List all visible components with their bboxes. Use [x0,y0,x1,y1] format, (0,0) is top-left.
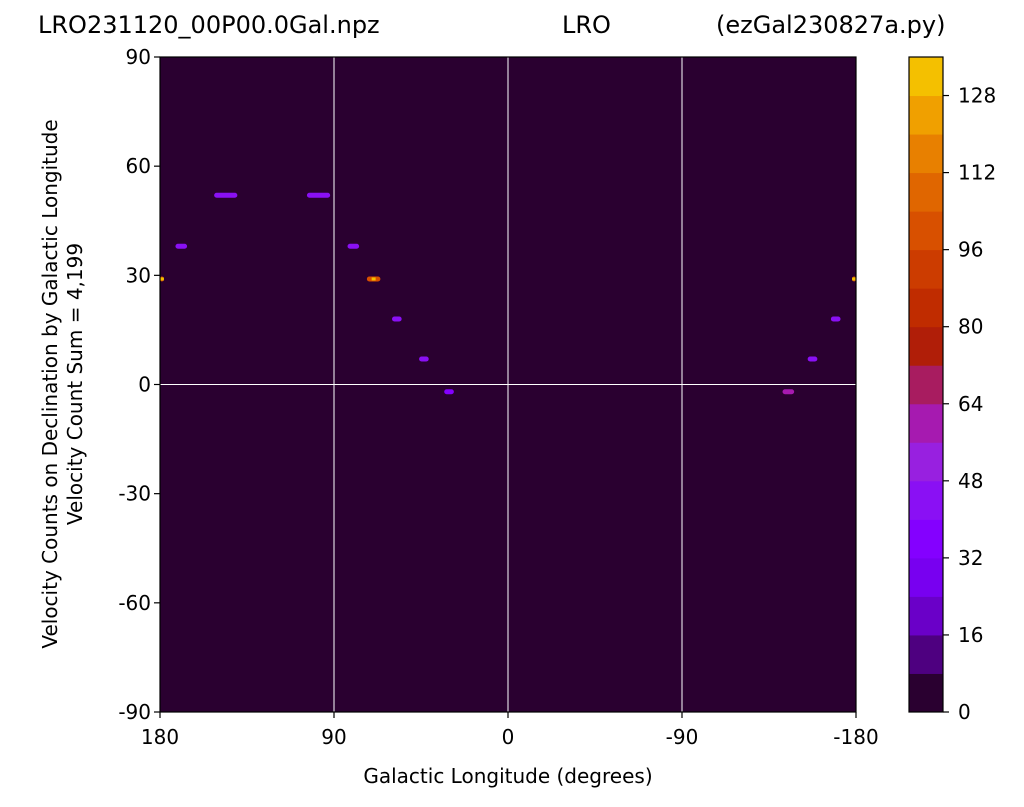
colorbar-level [909,211,943,251]
x-tick-label: -90 [666,725,699,749]
heat-segment [444,389,454,395]
y-axis-label-line2: Velocity Count Sum = 4,199 [63,243,87,525]
colorbar-tick-label: 0 [958,700,971,724]
title-left: LRO231120_00P00.0Gal.npz [38,11,380,39]
y-tick-label: 0 [138,373,151,397]
colorbar-level [909,172,943,212]
colorbar-level [909,519,943,559]
colorbar-tick-label: 96 [958,238,983,262]
x-tick-label: -180 [833,725,878,749]
heat-segment [175,243,188,249]
y-tick-label: 60 [126,154,151,178]
x-tick-label: 180 [141,725,179,749]
heat-segment-core [159,277,164,281]
colorbar-level [909,249,943,289]
colorbar-tick-label: 64 [958,392,983,416]
heat-segment-core [852,277,857,281]
heat-segment [419,356,429,362]
x-tick-label: 0 [502,725,515,749]
colorbar-tick-label: 128 [958,84,996,108]
colorbar-level [909,288,943,328]
colorbar-tick-label: 32 [958,546,983,570]
heat-segment [830,316,841,322]
heat-segment [214,192,238,198]
colorbar-level [909,442,943,482]
heat-segment [807,356,818,362]
colorbar-level [909,403,943,443]
heat-segment [306,192,331,198]
x-tick-label: 90 [321,725,346,749]
heat-segment [392,316,402,322]
colorbar-level [909,596,943,636]
colorbar-level [909,95,943,135]
colorbar-level [909,557,943,597]
x-axis-label: Galactic Longitude (degrees) [363,764,652,788]
colorbar-level [909,57,943,97]
colorbar-tick-label: 48 [958,469,983,493]
y-tick-label: -60 [118,591,151,615]
colorbar-frame [908,56,944,713]
y-tick-label: 30 [126,263,151,287]
heat-segment [347,243,360,249]
heat-segment [782,389,795,395]
y-tick-label: -30 [118,482,151,506]
heat-segment-core [371,277,376,281]
colorbar-level [909,673,943,713]
y-tick-label: 90 [126,45,151,69]
colorbar-level [909,326,943,366]
colorbar-tick-label: 112 [958,161,996,185]
y-axis-label-line1: Velocity Counts on Declination by Galact… [38,119,62,648]
colorbar-level [909,365,943,405]
colorbar-level [909,634,943,674]
colorbar-level [909,480,943,520]
title-center: LRO [562,11,611,39]
y-tick-label: -90 [118,700,151,724]
colorbar-level [909,134,943,174]
colorbar-tick-label: 80 [958,315,983,339]
colorbar-tick-label: 16 [958,623,983,647]
title-right: (ezGal230827a.py) [716,11,946,39]
